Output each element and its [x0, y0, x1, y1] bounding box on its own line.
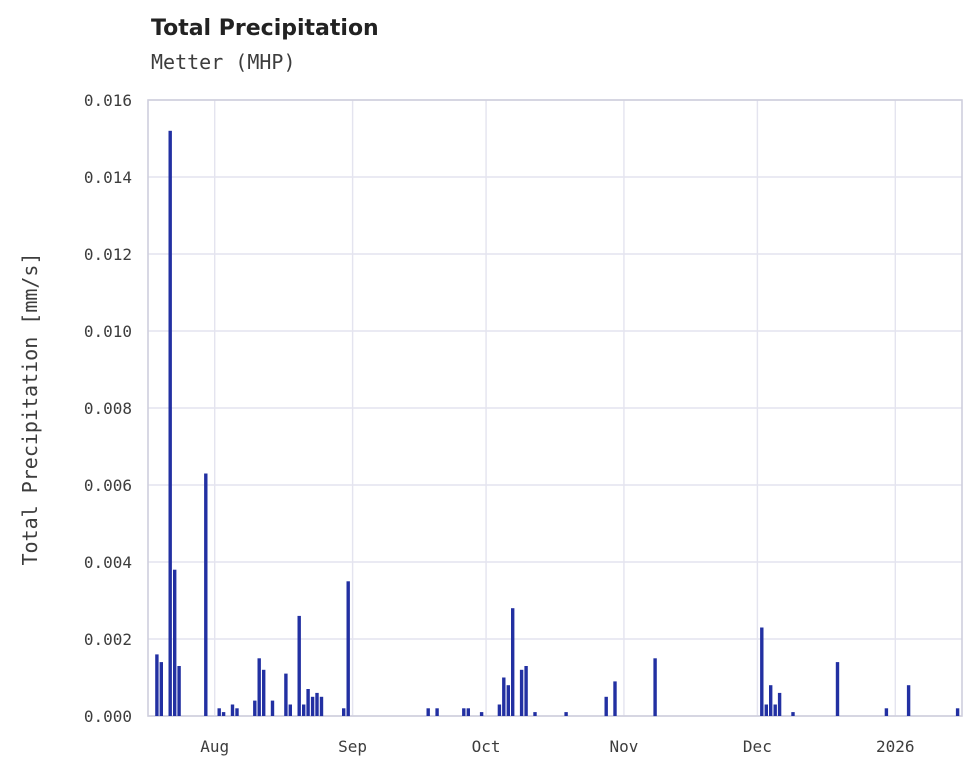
x-tick-label: 2026	[876, 737, 915, 756]
precip-bar	[315, 692, 319, 716]
precip-bar	[310, 696, 315, 717]
precip-bar	[773, 704, 777, 716]
precip-bar	[511, 608, 515, 716]
y-tick-label: 0.014	[84, 168, 132, 187]
precip-bar	[235, 708, 239, 716]
precip-bar	[342, 708, 346, 716]
precip-bar	[791, 712, 795, 716]
precip-bar	[906, 685, 911, 716]
precip-bar	[284, 673, 288, 716]
precip-bar	[653, 658, 657, 717]
precip-bar	[159, 662, 163, 716]
precip-bar	[479, 712, 484, 716]
precip-bar	[533, 712, 537, 716]
precip-bar	[564, 712, 568, 716]
precip-bar	[769, 685, 773, 716]
precip-bar	[346, 581, 350, 717]
precip-bar	[613, 681, 617, 716]
x-tick-label: Oct	[472, 737, 501, 756]
precip-bar	[519, 669, 524, 716]
y-tick-label: 0.012	[84, 245, 132, 264]
precip-bar	[168, 130, 172, 717]
y-tick-label: 0.010	[84, 322, 132, 341]
plot-border	[147, 99, 963, 717]
y-tick-label: 0.004	[84, 553, 132, 572]
precip-bar	[764, 704, 768, 716]
precip-bar	[502, 677, 506, 716]
precip-bar	[288, 704, 292, 716]
precip-bar	[270, 700, 275, 716]
precip-bar	[524, 666, 528, 716]
chart-subtitle: Metter (MHP)	[151, 50, 296, 74]
precip-bar	[319, 696, 324, 717]
y-tick-label: 0.008	[84, 399, 132, 418]
precip-bar	[204, 473, 208, 716]
precip-bar	[262, 669, 266, 716]
precip-bar	[466, 708, 470, 716]
x-tick-label: Aug	[200, 737, 229, 756]
precip-bar	[221, 712, 226, 716]
precip-bar	[230, 704, 235, 716]
y-tick-label: 0.002	[84, 630, 132, 649]
y-tick-label: 0.016	[84, 91, 132, 110]
precip-bar	[177, 666, 181, 716]
x-tick-label: Sep	[338, 737, 367, 756]
precip-bar	[302, 704, 306, 716]
precip-bar	[426, 708, 430, 716]
precip-bar	[297, 615, 301, 716]
chart-title: Total Precipitation	[151, 16, 379, 41]
precip-bar	[955, 708, 960, 716]
precip-bar	[760, 627, 764, 716]
precip-bar	[173, 569, 177, 716]
precip-bar	[835, 662, 840, 716]
precip-bar	[462, 708, 466, 716]
precip-bar	[435, 708, 439, 716]
precip-bar	[253, 700, 257, 716]
precip-bar	[257, 658, 261, 717]
precip-bar	[306, 689, 310, 716]
x-tick-label: Dec	[743, 737, 772, 756]
precip-bar	[604, 696, 608, 717]
y-tick-label: 0.006	[84, 476, 132, 495]
precip-bar	[884, 708, 889, 716]
precip-bar	[777, 692, 782, 716]
precip-bar	[217, 708, 221, 716]
x-tick-label: Nov	[609, 737, 638, 756]
precip-bar	[497, 704, 502, 716]
precip-bar	[155, 654, 159, 716]
precip-bar	[506, 685, 510, 716]
y-tick-label: 0.000	[84, 707, 132, 726]
